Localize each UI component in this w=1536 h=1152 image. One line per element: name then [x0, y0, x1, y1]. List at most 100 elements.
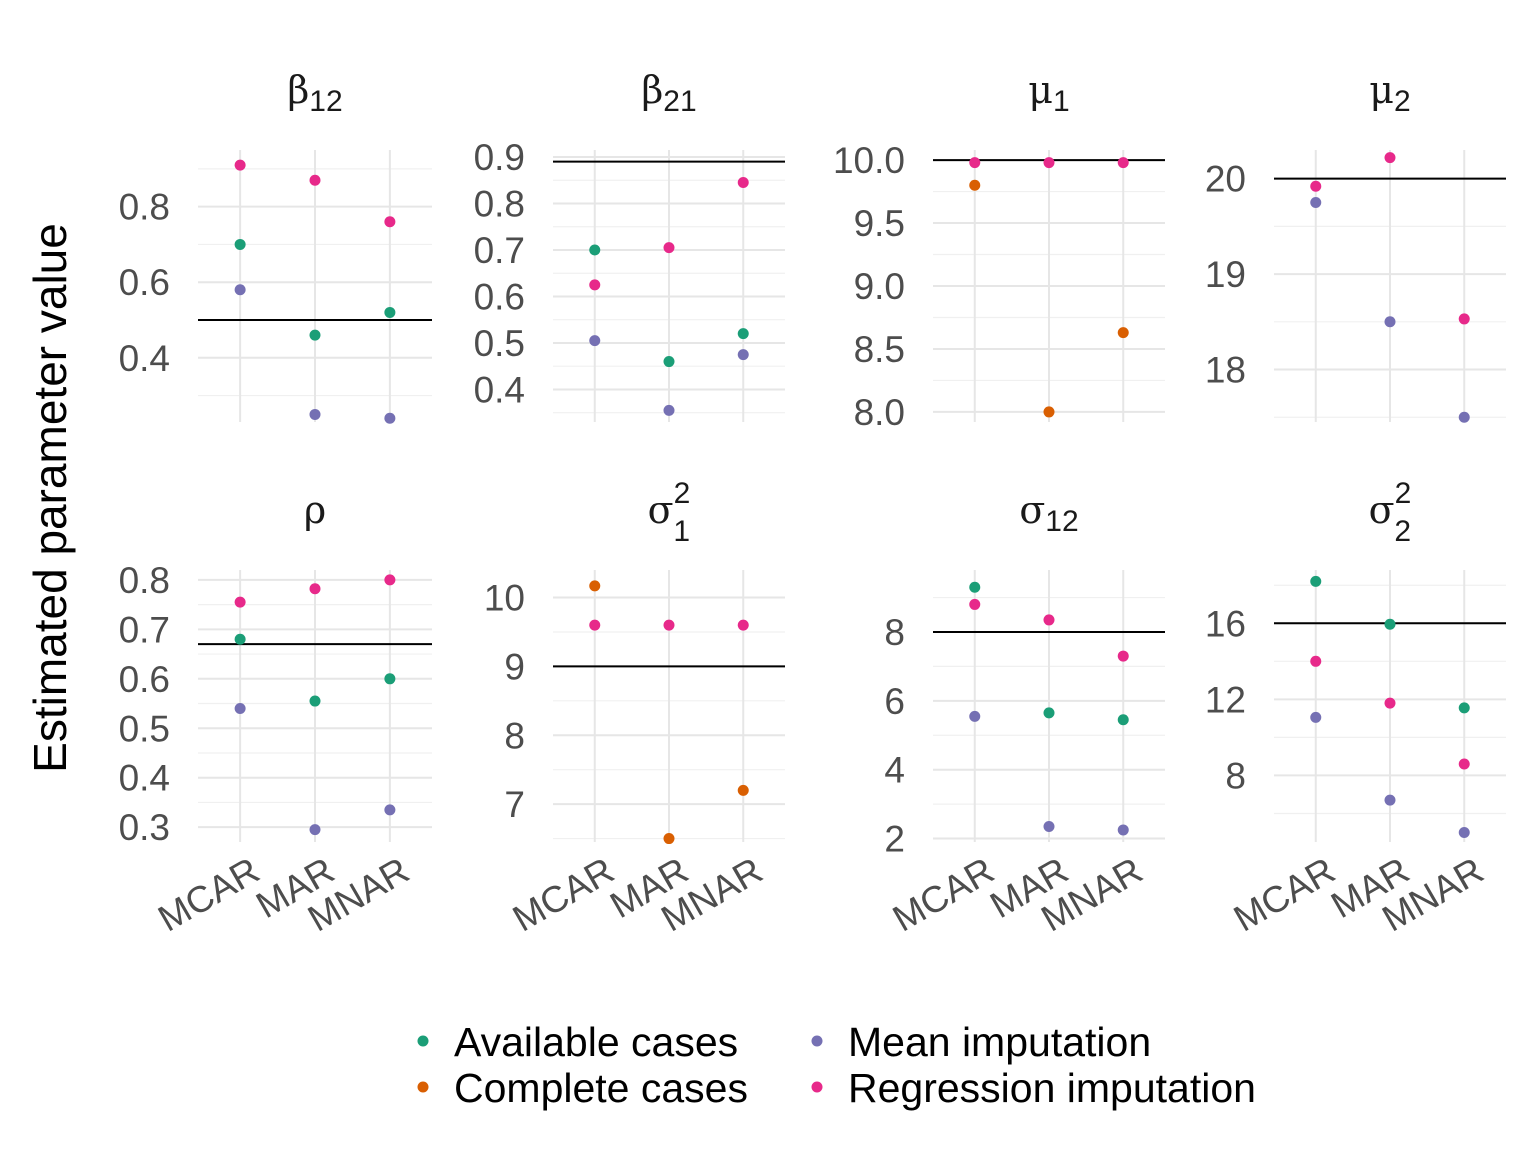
data-point: [1458, 411, 1470, 423]
data-point: [969, 598, 981, 610]
y-tick-label: 0.9: [474, 137, 525, 178]
panel-3: 18 19 20 μ2: [1205, 68, 1506, 423]
y-tick-label: 8: [1225, 755, 1246, 796]
legend-label: Regression imputation: [848, 1065, 1256, 1111]
data-point: [309, 583, 321, 595]
data-point: [1043, 707, 1055, 719]
data-point: [663, 356, 675, 368]
y-tick-label: 4: [884, 750, 905, 791]
data-point: [737, 328, 749, 340]
y-tick-label: 0.4: [474, 369, 525, 410]
data-point: [589, 279, 601, 291]
panel-title: σ2 2: [1369, 477, 1412, 548]
data-point: [1117, 157, 1129, 169]
data-point: [737, 177, 749, 189]
data-point: [234, 238, 246, 250]
data-point: [1384, 794, 1396, 806]
legend-item: Mean imputation: [811, 1019, 1151, 1065]
data-point: [1384, 152, 1396, 164]
data-point: [309, 408, 321, 420]
data-point: [384, 412, 396, 424]
legend-swatch: [811, 1035, 823, 1047]
data-point: [234, 596, 246, 608]
legend: Available cases Mean imputation Complete c…: [417, 1019, 1256, 1111]
data-point: [1458, 826, 1470, 838]
x-tick-label: MCAR: [506, 849, 621, 939]
data-point: [384, 306, 396, 318]
panel-title: β12: [287, 68, 342, 118]
data-point: [969, 581, 981, 593]
data-point: [1458, 702, 1470, 714]
y-tick-label: 0.7: [474, 230, 525, 271]
y-tick-label: 0.7: [119, 609, 170, 650]
y-tick-label: 20: [1205, 159, 1246, 200]
data-point: [1458, 313, 1470, 325]
data-point: [384, 804, 396, 816]
legend-item: Available cases: [417, 1019, 738, 1065]
panel-title: ρ: [304, 488, 326, 532]
y-tick-label: 0.3: [119, 807, 170, 848]
y-tick-label: 9.5: [854, 203, 905, 244]
data-point: [969, 710, 981, 722]
data-point: [1310, 196, 1322, 208]
data-point: [1117, 650, 1129, 662]
x-tick-label: MCAR: [1227, 849, 1342, 939]
y-tick-label: 0.5: [119, 708, 170, 749]
data-point: [737, 619, 749, 631]
panel-2: 8.0 8.5 9.0 9.5 10.0 μ1: [833, 68, 1165, 433]
panel-title: μ1: [1028, 68, 1069, 118]
data-point: [384, 574, 396, 586]
data-point: [234, 284, 246, 296]
y-tick-label: 0.4: [119, 338, 170, 379]
data-point: [1384, 618, 1396, 630]
y-tick-label: 0.4: [119, 758, 170, 799]
y-tick-label: 7: [504, 784, 525, 825]
y-tick-label: 8: [504, 715, 525, 756]
y-tick-label: 8: [884, 612, 905, 653]
y-tick-label: 8.0: [854, 392, 905, 433]
panel-0: 0.4 0.6 0.8 β12: [119, 68, 432, 424]
y-tick-label: 0.8: [474, 183, 525, 224]
facet-panels: 0.4 0.6 0.8 β12 0.4 0.5 0.6 0.7 0.8 0.9 β21 8.0 8.5 9…: [119, 68, 1506, 939]
data-point: [234, 702, 246, 714]
panel-title: β21: [641, 68, 696, 118]
data-point: [589, 619, 601, 631]
y-tick-label: 18: [1205, 350, 1246, 391]
data-point: [1117, 824, 1129, 836]
legend-item: Complete cases: [417, 1065, 748, 1111]
data-point: [589, 580, 601, 592]
y-tick-label: 6: [884, 681, 905, 722]
data-point: [589, 244, 601, 256]
data-point: [384, 216, 396, 228]
data-point: [969, 157, 981, 169]
y-tick-label: 0.8: [119, 187, 170, 228]
legend-label: Complete cases: [454, 1065, 748, 1111]
data-point: [1384, 316, 1396, 328]
y-tick-label: 2: [884, 819, 905, 860]
data-point: [1043, 821, 1055, 833]
data-point: [1310, 655, 1322, 667]
data-point: [737, 784, 749, 796]
legend-label: Available cases: [454, 1019, 738, 1065]
data-point: [1043, 157, 1055, 169]
panel-title: μ2: [1369, 68, 1410, 118]
data-point: [1384, 697, 1396, 709]
data-point: [1043, 406, 1055, 418]
y-tick-label: 9: [504, 646, 525, 687]
data-point: [1310, 711, 1322, 723]
x-tick-label: MCAR: [151, 849, 266, 939]
data-point: [234, 633, 246, 645]
data-point: [234, 159, 246, 171]
data-point: [663, 833, 675, 845]
y-tick-label: 0.8: [119, 560, 170, 601]
legend-item: Regression imputation: [811, 1065, 1256, 1111]
data-point: [309, 174, 321, 186]
y-tick-label: 16: [1205, 603, 1246, 644]
y-axis-label: Estimated parameter value: [24, 223, 76, 773]
y-tick-label: 10: [484, 578, 525, 619]
data-point: [1117, 714, 1129, 726]
